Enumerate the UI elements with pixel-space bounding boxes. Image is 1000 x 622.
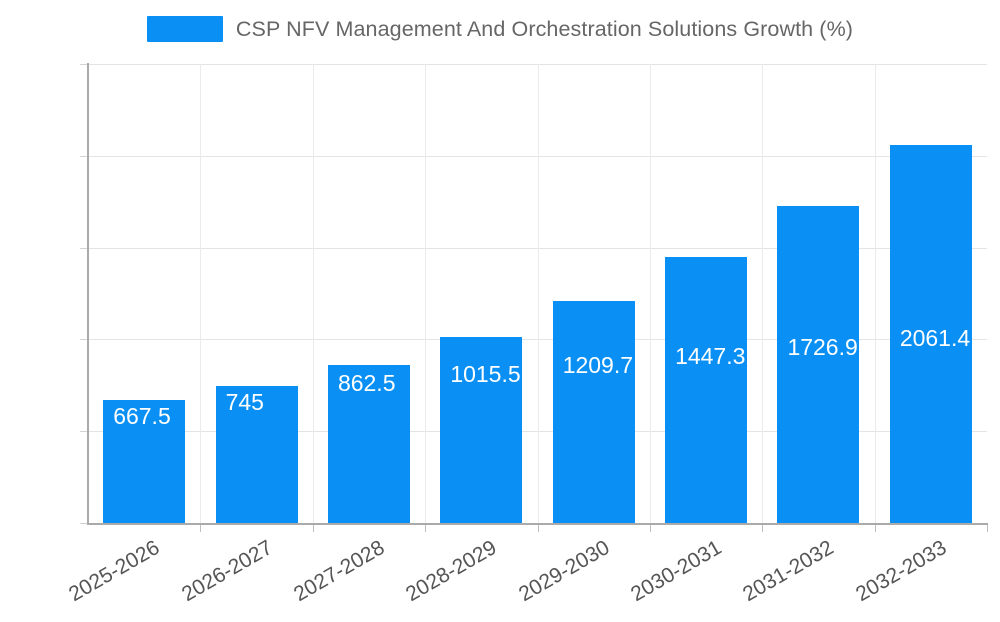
legend-color-swatch-icon: [146, 16, 223, 42]
bar[interactable]: 745: [215, 386, 298, 523]
gridline-horizontal: [88, 247, 987, 249]
y-axis-line: [87, 63, 89, 524]
bar-value-label: 745: [225, 389, 264, 416]
gridline-vertical: [762, 64, 763, 523]
y-axis-tick: [80, 64, 88, 65]
x-axis-tick: [650, 523, 651, 532]
gridline-horizontal: [88, 431, 987, 433]
gridline-vertical: [425, 64, 426, 523]
bar-value-label: 1015.5: [450, 361, 521, 387]
x-axis-tick: [313, 523, 314, 532]
bar[interactable]: 1726.9: [777, 205, 860, 523]
gridline-horizontal: [88, 339, 987, 341]
bar-value-label: 2061.4: [899, 325, 971, 351]
y-axis-tick: [80, 339, 88, 341]
gridline-vertical: [538, 64, 539, 523]
x-axis-tick: [200, 523, 201, 532]
x-axis-tick: [425, 523, 426, 532]
x-axis-tick: [538, 523, 539, 532]
gridline-vertical: [313, 64, 314, 523]
gridline-horizontal: [88, 64, 987, 65]
plot-area: 667.5 745 862.5 1015.5 1209.7 1447.3 1726.9 206…: [65, 63, 988, 606]
x-axis-tick-label: 2032-2033: [851, 536, 951, 607]
x-axis-tick: [987, 523, 988, 532]
bar[interactable]: 1447.3: [665, 257, 748, 523]
x-axis-tick-label: 2031-2032: [739, 536, 838, 607]
gridline-horizontal: [88, 155, 987, 157]
y-axis-tick: [80, 431, 88, 433]
bar[interactable]: 1209.7: [552, 300, 635, 523]
bar-value-label: 1726.9: [787, 334, 858, 360]
gridline-vertical: [875, 64, 876, 523]
x-axis-tick-label: 2027-2028: [289, 536, 389, 607]
y-axis-tick: [80, 247, 88, 249]
bar-value-label: 1447.3: [675, 343, 746, 369]
bar-chart: CSP NFV Management And Orchestration Sol…: [0, 12, 1000, 607]
y-axis-tick: [80, 523, 88, 524]
bar-value-label: 862.5: [337, 370, 396, 396]
gridline-vertical: [650, 64, 651, 523]
bar[interactable]: 667.5: [103, 400, 186, 523]
gridline-vertical: [200, 64, 201, 523]
x-axis-tick-label: 2030-2031: [627, 536, 726, 607]
bar-value-label: 667.5: [113, 403, 171, 430]
chart-legend: CSP NFV Management And Orchestration Sol…: [0, 12, 1000, 46]
bar[interactable]: 1015.5: [440, 336, 523, 523]
x-axis-tick-label: 2026-2027: [177, 536, 277, 607]
x-axis-tick: [875, 523, 876, 532]
y-axis-tick: [80, 155, 88, 157]
bar[interactable]: 2061.4: [889, 144, 972, 523]
x-axis-line: [87, 523, 988, 525]
x-axis-tick: [762, 523, 763, 532]
legend-label: CSP NFV Management And Orchestration Sol…: [235, 16, 854, 41]
bar[interactable]: 862.5: [327, 364, 410, 523]
x-axis-tick-label: 2025-2026: [65, 536, 164, 607]
x-axis-tick-label: 2029-2030: [514, 536, 614, 607]
bar-value-label: 1209.7: [562, 352, 634, 378]
legend-entry[interactable]: CSP NFV Management And Orchestration Sol…: [146, 16, 854, 42]
x-axis-tick-label: 2028-2029: [402, 536, 501, 607]
